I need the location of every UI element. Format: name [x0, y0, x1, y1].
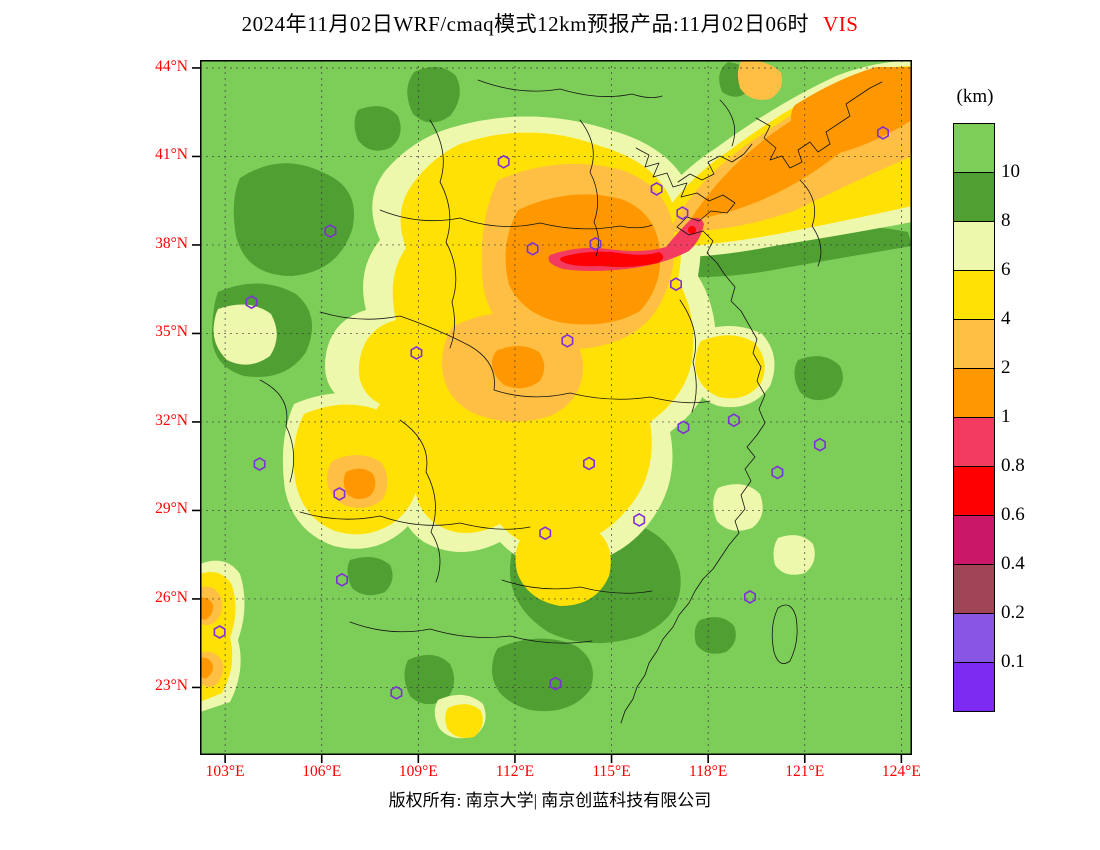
colorbar-cell [953, 662, 995, 712]
station-marker [245, 295, 258, 310]
colorbar-label: 1 [1001, 406, 1011, 427]
colorbar-cell [953, 368, 995, 418]
colorbar-label: 10 [1001, 161, 1020, 182]
coastline-northeast [755, 81, 883, 169]
colorbar-label: 0.8 [1001, 455, 1025, 476]
colorbar-label: 6 [1001, 259, 1011, 280]
station-marker [333, 486, 346, 501]
station-marker [876, 125, 890, 140]
station-marker [213, 625, 226, 639]
station-marker [676, 206, 689, 221]
station-marker [539, 526, 552, 541]
colorbar-cell [953, 221, 995, 271]
station-marker [813, 437, 826, 452]
province-border [679, 299, 697, 413]
lat-label: 26°N [155, 588, 188, 606]
colorbar-cell [953, 123, 995, 173]
station-marker-layer [213, 125, 890, 700]
station-marker [669, 277, 683, 292]
station-marker [677, 420, 690, 435]
station-marker [743, 589, 757, 604]
lon-label: 115°E [592, 763, 631, 780]
station-marker [727, 413, 740, 428]
footer-credit: 版权所有: 南京大学| 南京创蓝科技有限公司 [388, 791, 712, 810]
station-marker [589, 236, 602, 251]
station-marker [650, 181, 663, 196]
axis-tick-layer [192, 67, 903, 763]
station-marker [633, 512, 646, 527]
lon-label: 109°E [398, 763, 438, 780]
lat-label: 44°N [155, 57, 188, 75]
lon-label: 106°E [302, 763, 342, 780]
province-border [429, 119, 457, 349]
colorbar-unit: (km) [956, 86, 994, 107]
page-title: 2024年11月02日WRF/cmaq模式12km预报产品:11月02日06时 V… [0, 8, 1100, 38]
colorbar-label: 0.4 [1001, 553, 1025, 574]
lat-label: 35°N [155, 323, 188, 341]
orange-regions [200, 67, 912, 679]
province-border [259, 379, 295, 483]
province-border [799, 179, 822, 267]
station-marker [561, 333, 574, 348]
title-text: 2024年11月02日WRF/cmaq模式12km预报产品:11月02日06时 [241, 12, 810, 36]
colorbar-label: 4 [1001, 308, 1011, 329]
station-marker [582, 456, 596, 471]
national-border [477, 79, 663, 98]
colorbar-label: 0.2 [1001, 602, 1025, 623]
island-outline [771, 604, 798, 664]
province-border [399, 419, 441, 583]
province-border [719, 99, 736, 147]
title-variable: VIS [823, 12, 859, 36]
station-marker [336, 572, 348, 587]
station-marker [390, 685, 403, 700]
colorbar-label: 0.1 [1001, 651, 1025, 672]
station-marker [253, 457, 266, 472]
lat-label: 38°N [155, 234, 188, 252]
colorbar-cell [953, 319, 995, 369]
station-marker [549, 676, 562, 691]
colorbar-cell [953, 270, 995, 320]
grid-layer [200, 60, 912, 755]
map-canvas [192, 60, 912, 763]
lon-label: 124°E [881, 763, 921, 780]
coastline-bohai [677, 143, 753, 183]
colorbar-cell [953, 515, 995, 565]
province-border [349, 621, 593, 644]
lat-label: 23°N [155, 677, 188, 695]
province-border [501, 579, 653, 594]
station-marker [526, 241, 539, 256]
colorbar-cell [953, 417, 995, 467]
lon-label: 103°E [205, 763, 245, 780]
lat-label: 29°N [155, 500, 188, 518]
lon-label: 121°E [785, 763, 825, 780]
colorbar [953, 123, 995, 712]
station-marker [324, 224, 337, 239]
station-marker [497, 154, 510, 169]
vis-fill-regions [200, 60, 912, 755]
boundary-lines [259, 79, 883, 724]
lat-label: 32°N [155, 411, 188, 429]
province-border [299, 511, 531, 530]
colorbar-label: 2 [1001, 357, 1011, 378]
province-border [319, 311, 711, 404]
colorbar-cell [953, 613, 995, 663]
coastline [620, 147, 766, 724]
colorbar-label: 8 [1001, 210, 1011, 231]
colorbar-cell [953, 564, 995, 614]
station-marker [771, 465, 784, 480]
colorbar-cell [953, 172, 995, 222]
station-marker [410, 345, 423, 360]
lat-label: 41°N [155, 146, 188, 164]
province-border [379, 209, 653, 230]
colorbar-cell [953, 466, 995, 516]
lon-label: 118°E [688, 763, 728, 780]
map-frame [200, 60, 912, 755]
lon-label: 112°E [495, 763, 535, 780]
colorbar-label: 0.6 [1001, 504, 1025, 525]
